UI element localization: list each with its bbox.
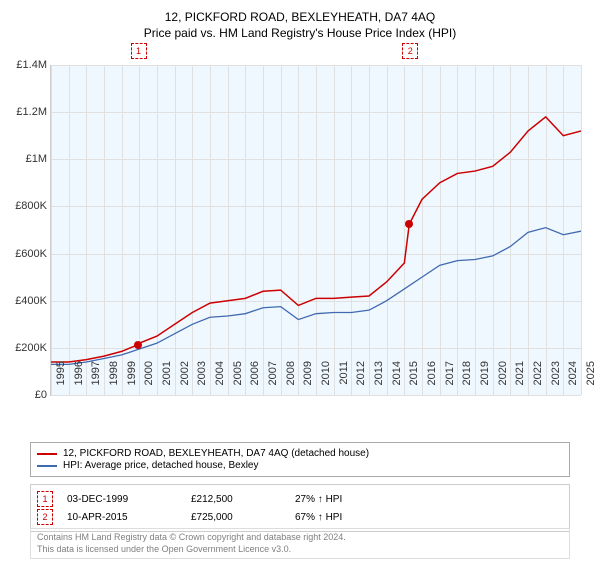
y-tick-label: £1.4M — [3, 59, 47, 71]
page-subtitle: Price paid vs. HM Land Registry's House … — [0, 26, 600, 40]
transaction-marker: 2 — [402, 43, 418, 59]
x-tick-label: 2019 — [479, 361, 491, 401]
page-title: 12, PICKFORD ROAD, BEXLEYHEATH, DA7 4AQ — [0, 10, 600, 24]
legend-box: 12, PICKFORD ROAD, BEXLEYHEATH, DA7 4AQ … — [30, 442, 570, 477]
footer-line1: Contains HM Land Registry data © Crown c… — [37, 532, 563, 544]
x-tick-label: 2009 — [302, 361, 314, 401]
x-tick-label: 1996 — [73, 361, 85, 401]
footer-attribution: Contains HM Land Registry data © Crown c… — [30, 528, 570, 559]
legend-label: 12, PICKFORD ROAD, BEXLEYHEATH, DA7 4AQ … — [63, 448, 369, 459]
transaction-number: 1 — [37, 491, 53, 507]
x-tick-label: 2002 — [179, 361, 191, 401]
x-tick-label: 2011 — [338, 361, 350, 401]
x-tick-label: 2021 — [514, 361, 526, 401]
transaction-date: 10-APR-2015 — [67, 512, 177, 523]
legend-label: HPI: Average price, detached house, Bexl… — [63, 460, 259, 471]
y-tick-label: £200K — [3, 342, 47, 354]
x-tick-label: 1998 — [108, 361, 120, 401]
x-tick-label: 2004 — [214, 361, 226, 401]
legend-swatch — [37, 465, 57, 467]
x-tick-label: 2006 — [249, 361, 261, 401]
x-tick-label: 2022 — [532, 361, 544, 401]
chart-lines — [51, 65, 581, 395]
x-tick-label: 2007 — [267, 361, 279, 401]
transaction-dot — [405, 220, 413, 228]
transaction-dot — [134, 341, 142, 349]
x-tick-label: 2003 — [196, 361, 208, 401]
transaction-date: 03-DEC-1999 — [67, 494, 177, 505]
y-tick-label: £600K — [3, 248, 47, 260]
y-tick-label: £1.2M — [3, 106, 47, 118]
y-tick-label: £0 — [3, 389, 47, 401]
legend-swatch — [37, 453, 57, 455]
x-tick-label: 2018 — [461, 361, 473, 401]
x-tick-label: 2008 — [285, 361, 297, 401]
x-tick-label: 2014 — [391, 361, 403, 401]
x-tick-label: 1997 — [90, 361, 102, 401]
chart-plot-area: 12 £0£200K£400K£600K£800K£1M£1.2M£1.4M 1… — [50, 65, 581, 396]
x-tick-label: 2001 — [161, 361, 173, 401]
x-tick-label: 2010 — [320, 361, 332, 401]
x-tick-label: 2012 — [355, 361, 367, 401]
x-tick-label: 2025 — [585, 361, 597, 401]
transaction-hpi: 27% ↑ HPI — [295, 494, 385, 505]
x-tick-label: 2016 — [426, 361, 438, 401]
x-tick-label: 2024 — [567, 361, 579, 401]
transaction-number: 2 — [37, 509, 53, 525]
x-tick-label: 2013 — [373, 361, 385, 401]
footer-line2: This data is licensed under the Open Gov… — [37, 544, 563, 556]
x-tick-label: 2000 — [143, 361, 155, 401]
x-tick-label: 1999 — [126, 361, 138, 401]
transaction-marker: 1 — [131, 43, 147, 59]
x-tick-label: 2015 — [408, 361, 420, 401]
x-tick-label: 2005 — [232, 361, 244, 401]
legend-row: HPI: Average price, detached house, Bexl… — [37, 460, 563, 471]
y-tick-label: £400K — [3, 295, 47, 307]
y-tick-label: £1M — [3, 153, 47, 165]
chart-container: 12, PICKFORD ROAD, BEXLEYHEATH, DA7 4AQ … — [0, 10, 600, 570]
x-tick-label: 2020 — [497, 361, 509, 401]
x-tick-label: 2017 — [444, 361, 456, 401]
x-tick-label: 1995 — [55, 361, 67, 401]
transaction-row: 2 10-APR-2015 £725,000 67% ↑ HPI — [37, 509, 563, 525]
transaction-price: £725,000 — [191, 512, 281, 523]
y-tick-label: £800K — [3, 200, 47, 212]
transaction-hpi: 67% ↑ HPI — [295, 512, 385, 523]
transaction-price: £212,500 — [191, 494, 281, 505]
legend-row: 12, PICKFORD ROAD, BEXLEYHEATH, DA7 4AQ … — [37, 448, 563, 459]
x-tick-label: 2023 — [550, 361, 562, 401]
transaction-row: 1 03-DEC-1999 £212,500 27% ↑ HPI — [37, 491, 563, 507]
transactions-table: 1 03-DEC-1999 £212,500 27% ↑ HPI 2 10-APR-201… — [30, 484, 570, 532]
